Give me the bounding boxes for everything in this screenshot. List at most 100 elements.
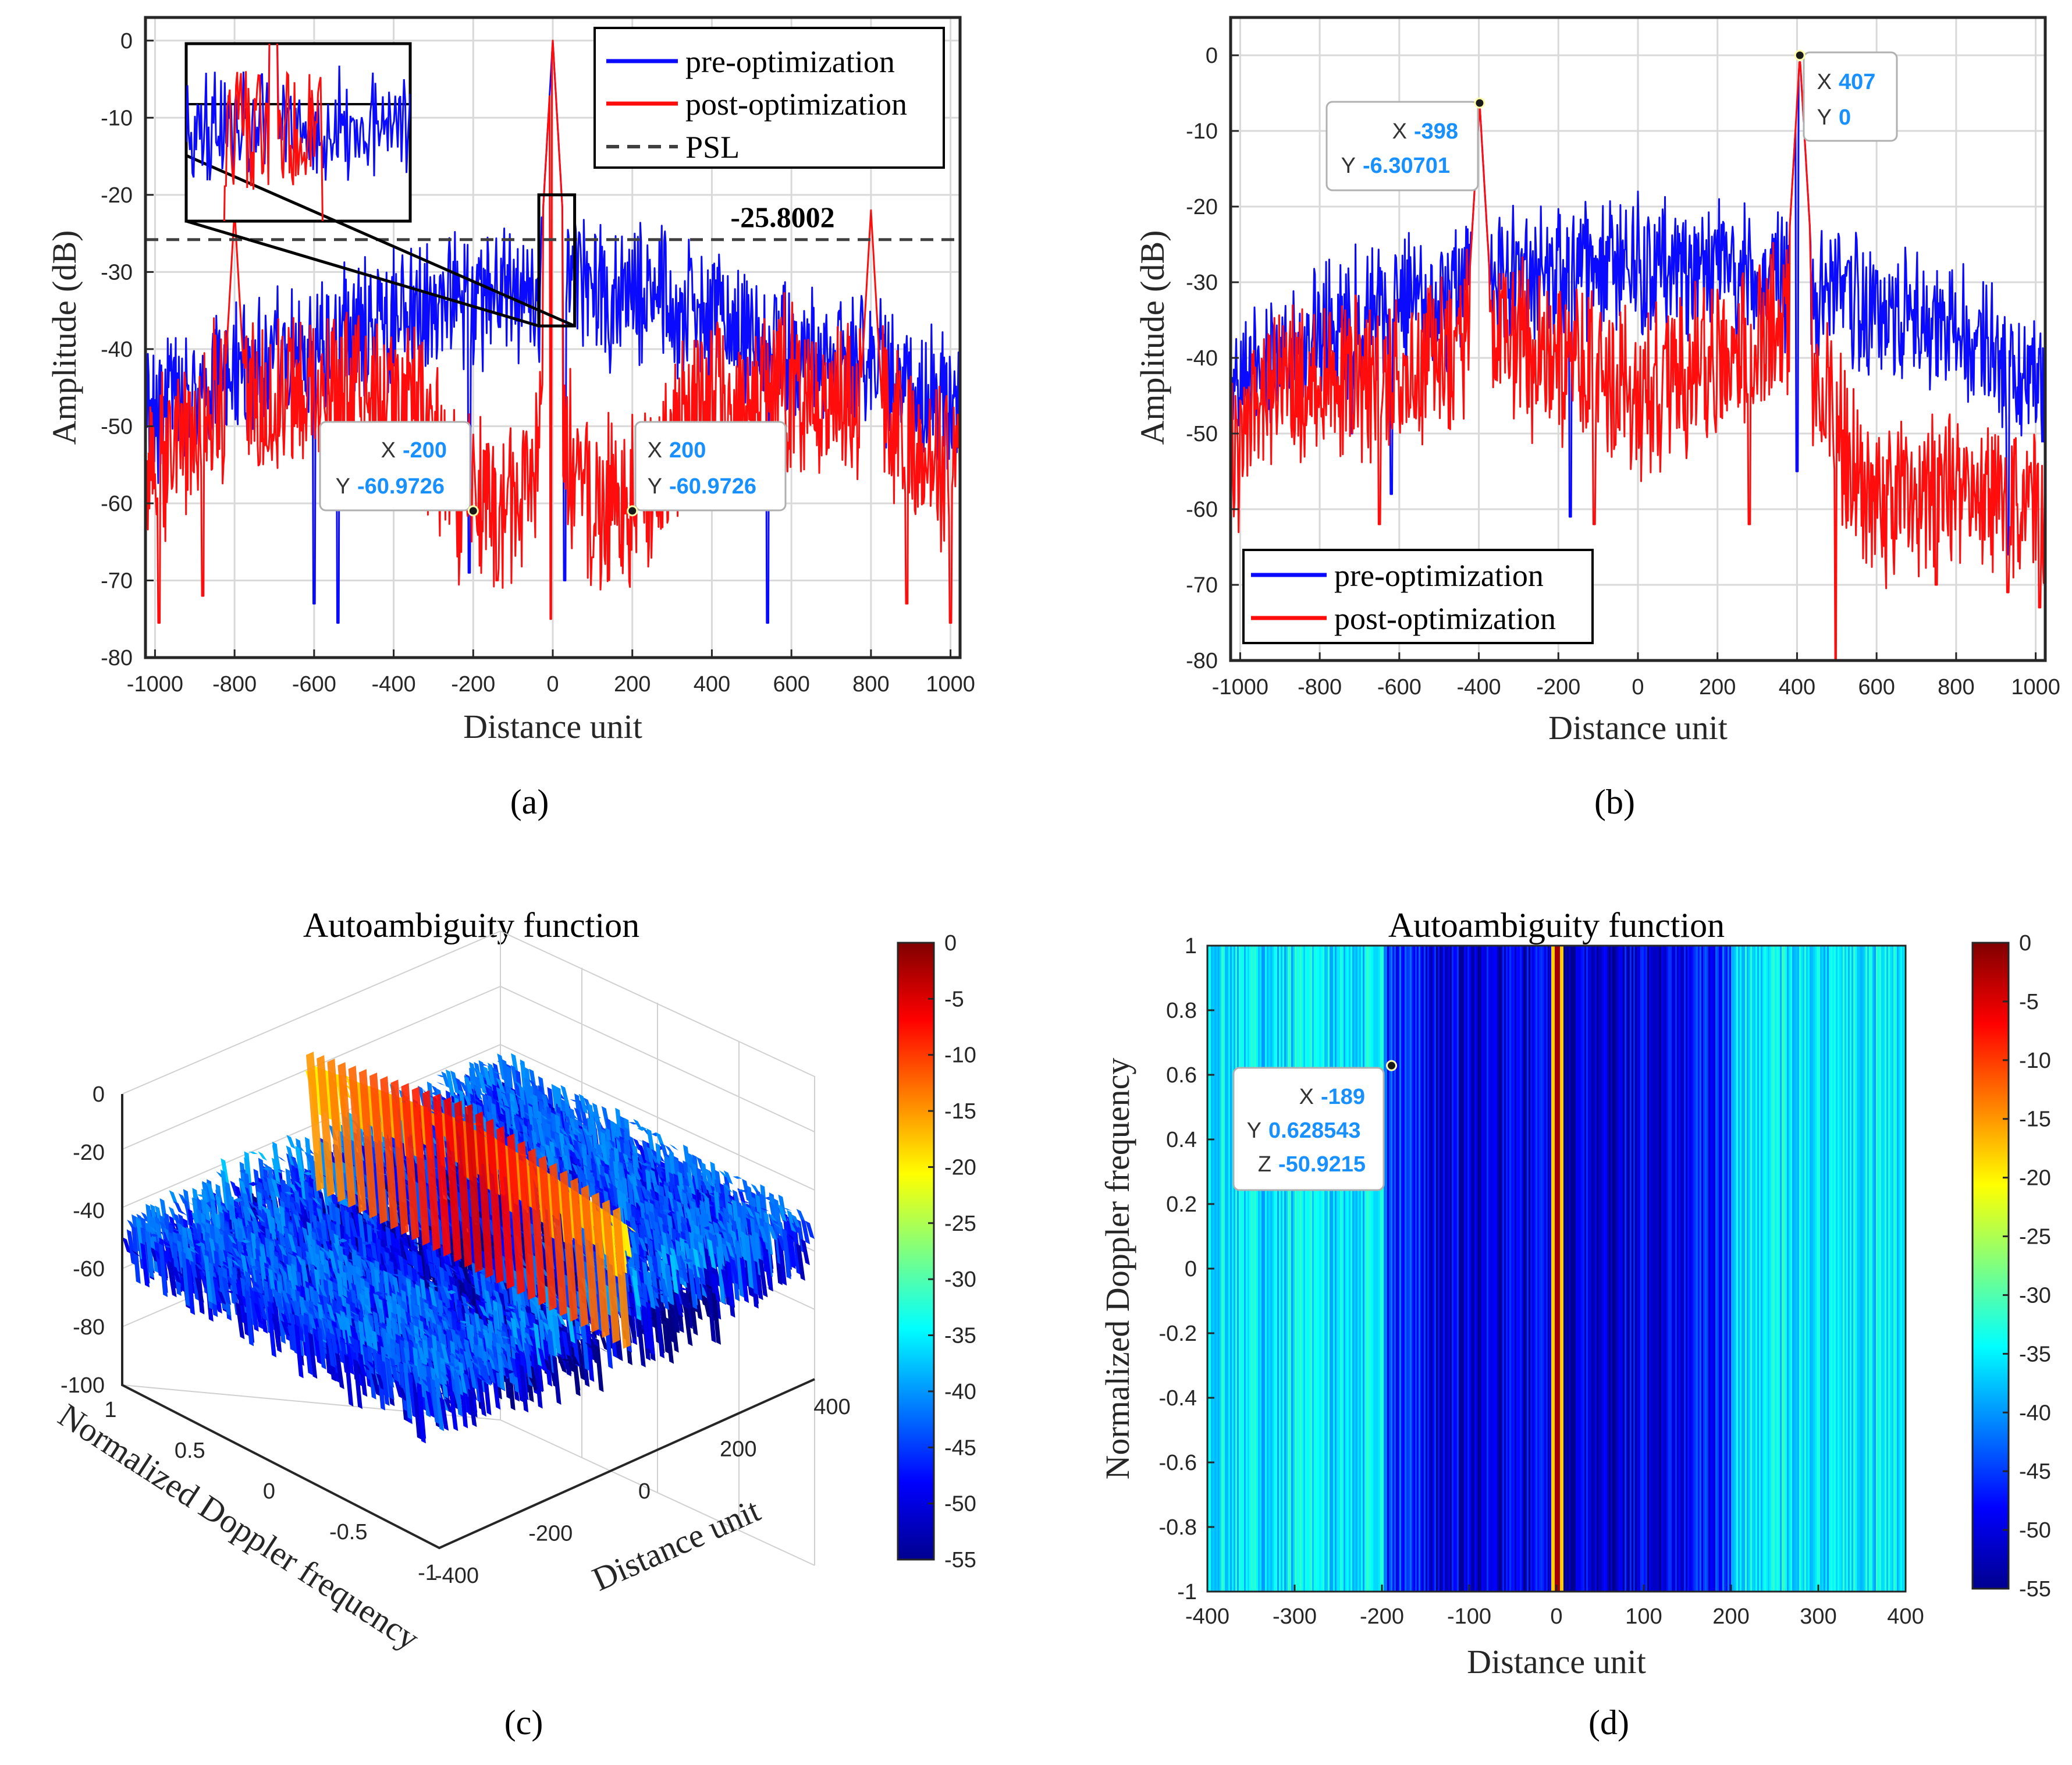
surface-patch — [403, 1244, 413, 1266]
y-tick-label: -70 — [1186, 573, 1218, 598]
surface-patch — [199, 1270, 209, 1290]
datatip-x-label: X — [1817, 70, 1832, 94]
surface-patch — [514, 1093, 524, 1100]
surface-patch — [298, 1300, 308, 1313]
surface-patch — [439, 1256, 449, 1261]
surface-patch — [453, 1266, 463, 1283]
surface-patch — [733, 1176, 742, 1179]
surface-patch — [158, 1243, 168, 1297]
surface-patch — [312, 1327, 322, 1365]
surface-patch — [473, 1085, 482, 1100]
surface-patch — [463, 1094, 473, 1107]
y-tick-label: -10 — [1186, 119, 1218, 144]
x-tick-label: 800 — [852, 672, 889, 697]
surface-patch — [578, 1093, 588, 1114]
x-tick-label: -600 — [292, 672, 336, 697]
surface-patch — [361, 1241, 371, 1245]
surface-patch — [318, 1284, 328, 1298]
panel-a-datatip-2[interactable]: X 200 Y -60.9726 — [627, 421, 787, 517]
surface-patch — [244, 1289, 254, 1347]
surface-patch — [482, 1082, 492, 1089]
surface-patch — [641, 1163, 651, 1166]
surface-patch — [637, 1126, 647, 1131]
surface-patch — [326, 1319, 336, 1338]
y-tick-label: -50 — [101, 414, 133, 439]
panel-b-series — [1231, 61, 2045, 660]
datatip-x-value: 407 — [1839, 70, 1875, 94]
surface-patch — [285, 1302, 295, 1352]
surface-patch — [545, 1118, 555, 1122]
panel-a-series — [145, 40, 960, 624]
x-tick-label: 200 — [1699, 675, 1736, 699]
datatip-x-value: 200 — [669, 438, 706, 463]
surface-patch — [669, 1144, 679, 1151]
panel-b-ticks: -1000 -800 -600 -400 -200 0 200 400 600 800 10000-… — [1186, 44, 2060, 699]
surface-patch — [140, 1242, 150, 1288]
surface-patch — [573, 1155, 582, 1167]
surface-patch — [271, 1166, 281, 1173]
surface-patch — [181, 1251, 191, 1307]
surface-patch — [459, 1081, 469, 1093]
series-line-pre — [1231, 61, 2045, 556]
surface-patch — [473, 1075, 483, 1096]
surface-patch — [403, 1242, 413, 1251]
panel-b-ylabel: Amplitude (dB) — [1133, 230, 1171, 445]
x-tick-label: -200 — [1536, 675, 1580, 699]
surface-patch — [326, 1331, 336, 1368]
datatip-marker[interactable] — [627, 505, 638, 517]
surface-patch — [232, 1246, 241, 1258]
surface-patch — [311, 1213, 321, 1248]
surface-patch — [417, 1087, 427, 1092]
surface-patch — [247, 1206, 257, 1219]
caption-a: (a) — [510, 783, 549, 821]
y-tick-label: 0 — [120, 29, 133, 54]
surface-patch — [328, 1249, 338, 1274]
x-tick-label: -200 — [451, 672, 495, 697]
surface-patch — [560, 1085, 570, 1106]
surface-patch — [659, 1166, 669, 1170]
panel-a-inset — [184, 42, 577, 328]
surface-patch — [443, 1263, 453, 1278]
surface-patch — [305, 1234, 315, 1266]
surface-patch — [595, 1152, 605, 1160]
surface-patch — [326, 1303, 336, 1323]
surface-patch — [356, 1265, 365, 1273]
surface-patch — [255, 1214, 265, 1223]
x-tick-label: -600 — [1377, 675, 1421, 699]
y-tick-label: -20 — [101, 183, 133, 208]
surface-patch — [294, 1314, 304, 1342]
surface-patch — [262, 1167, 272, 1171]
y-tick-label: -40 — [1186, 346, 1218, 371]
surface-patch — [248, 1181, 258, 1187]
panel-a-xlabel: Distance unit — [463, 708, 642, 745]
datatip-x-value: -200 — [403, 438, 447, 463]
y-tick-label: -30 — [101, 260, 133, 285]
panel-a-datatip-1[interactable]: X -200 Y -60.9726 — [319, 421, 479, 517]
surface-patch — [154, 1222, 164, 1244]
surface-patch — [450, 1070, 460, 1095]
datatip-marker[interactable] — [1474, 97, 1485, 109]
surface-patch — [228, 1203, 238, 1209]
surface-patch — [196, 1194, 206, 1197]
x-tick-label: -800 — [1298, 675, 1342, 699]
panel-b-datatip-2[interactable]: X 407 Y 0 — [1794, 49, 1898, 142]
datatip-marker[interactable] — [1794, 49, 1806, 61]
surface-patch — [186, 1259, 196, 1315]
surface-patch — [294, 1180, 304, 1189]
inset-series-post — [223, 44, 324, 221]
surface-patch — [284, 1191, 294, 1195]
surface-patch — [655, 1132, 665, 1148]
surface-patch — [250, 1266, 259, 1269]
surface-patch — [344, 1315, 354, 1318]
surface-patch — [178, 1209, 187, 1216]
datatip-marker[interactable] — [467, 505, 479, 517]
surface-patch — [496, 1078, 506, 1094]
surface-patch — [646, 1146, 656, 1171]
datatip-y-label: Y — [1341, 154, 1356, 178]
surface-patch — [278, 1244, 287, 1256]
surface-patch — [297, 1226, 307, 1269]
panel-b-datatip-1[interactable]: X -398 Y -6.30701 — [1325, 97, 1485, 191]
y-tick-label: -40 — [101, 338, 133, 362]
surface-patch — [294, 1324, 304, 1379]
x-tick-label: 400 — [1779, 675, 1815, 699]
